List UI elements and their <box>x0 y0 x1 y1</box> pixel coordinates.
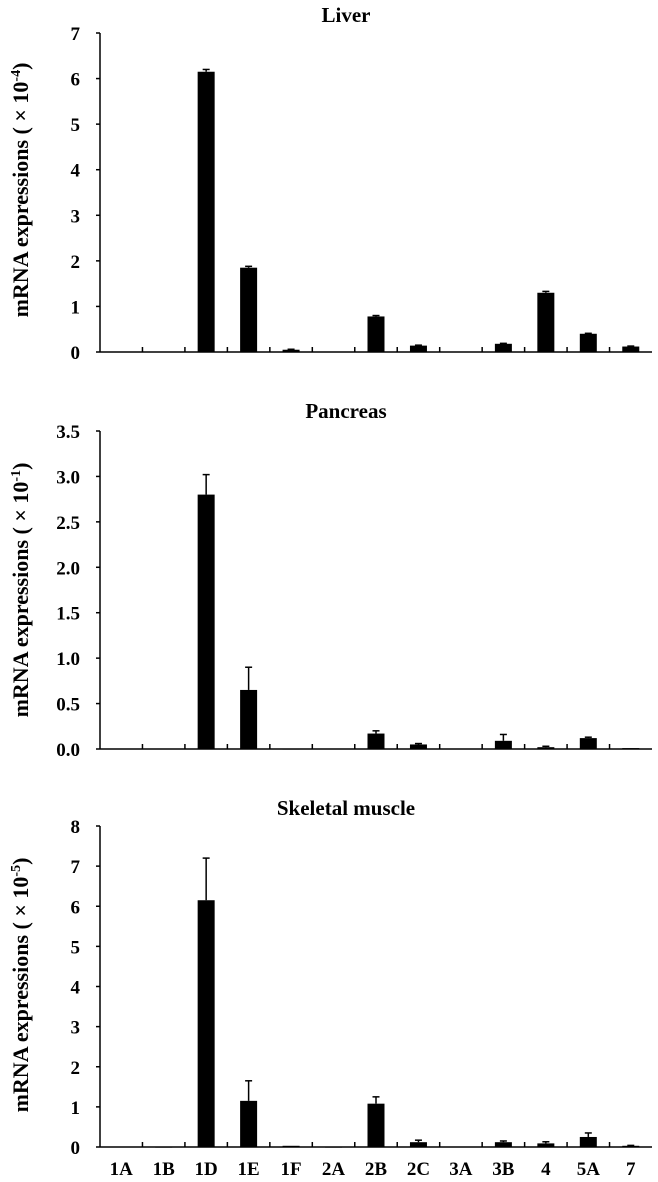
y-axis-label: mRNA expressions ( × 10-1) <box>8 463 33 718</box>
bar-1E <box>240 689 258 749</box>
y-axis-label-suffix: ) <box>8 858 33 865</box>
y-tick-label: 1.0 <box>56 649 80 670</box>
chart-panel-1: Pancreas mRNA expressions ( × 10-1) 0.0 0.5… <box>8 399 652 761</box>
x-tick-label: 5A <box>577 1159 601 1180</box>
y-tick-label: 1 <box>71 1098 81 1119</box>
bar-1E <box>240 267 258 352</box>
chart-title: Skeletal muscle <box>277 796 415 820</box>
x-tick-label: 3A <box>449 1159 473 1180</box>
y-axis-label-exponent: -4 <box>9 70 24 82</box>
bar-1B <box>155 1146 173 1148</box>
x-tick-label: 3B <box>492 1159 515 1180</box>
y-tick-label: 2.0 <box>56 558 80 579</box>
bar-1D <box>197 900 215 1147</box>
y-tick-label: 4 <box>71 978 81 999</box>
bar-1D <box>197 71 215 352</box>
x-tick-label: 1D <box>195 1159 218 1180</box>
bar-4 <box>537 1143 555 1147</box>
y-tick-label: 7 <box>71 24 81 45</box>
y-tick-label: 2 <box>71 252 81 273</box>
y-axis-label-prefix: mRNA expressions ( × 10 <box>8 82 33 318</box>
x-tick-label: 1B <box>153 1159 176 1180</box>
bar-2C <box>409 1142 427 1147</box>
x-tick-label: 2A <box>322 1159 346 1180</box>
bar-1F <box>282 748 300 750</box>
bar-4 <box>537 292 555 352</box>
y-tick-label: 3 <box>71 1018 81 1039</box>
y-tick-label: 1.5 <box>56 604 80 625</box>
y-tick-label: 0.0 <box>56 740 80 761</box>
y-tick-label: 2.5 <box>56 513 80 534</box>
chart-title: Pancreas <box>305 399 386 423</box>
bar-2B <box>367 316 385 352</box>
bar-1F <box>282 1145 300 1147</box>
y-tick-label: 3.5 <box>56 422 80 443</box>
y-tick-label: 3 <box>71 206 81 227</box>
bar-3B <box>494 1142 512 1147</box>
bar-2C <box>409 744 427 749</box>
y-tick-label: 5 <box>71 937 81 958</box>
y-axis-label-suffix: ) <box>8 63 33 70</box>
y-axis-label-prefix: mRNA expressions ( × 10 <box>8 877 33 1113</box>
y-tick-label: 0.5 <box>56 695 80 716</box>
y-tick-label: 6 <box>71 70 81 91</box>
y-axis-label: mRNA expressions ( × 10-5) <box>8 858 33 1113</box>
y-axis-label-exponent: -1 <box>9 470 24 482</box>
chart-panel-2: Skeletal muscle mRNA expressions ( × 10-5… <box>8 796 652 1180</box>
y-axis-label-exponent: -5 <box>9 865 24 877</box>
y-tick-label: 1 <box>71 297 81 318</box>
y-tick-label: 7 <box>71 857 81 878</box>
x-tick-label: 7 <box>626 1159 636 1180</box>
y-tick-label: 2 <box>71 1058 81 1079</box>
x-tick-label: 1A <box>110 1159 134 1180</box>
bar-5A <box>579 333 597 352</box>
bar-7 <box>622 1145 640 1147</box>
bar-2A <box>325 1146 343 1148</box>
bar-7 <box>622 346 640 352</box>
y-tick-label: 0 <box>71 1138 81 1159</box>
bar-1D <box>197 494 215 749</box>
y-tick-label: 8 <box>71 817 81 838</box>
bar-2B <box>367 1103 385 1147</box>
y-tick-label: 4 <box>71 161 81 182</box>
y-axis-label: mRNA expressions ( × 10-4) <box>8 63 33 318</box>
x-tick-label: 2B <box>365 1159 388 1180</box>
y-axis-label-prefix: mRNA expressions ( × 10 <box>8 482 33 718</box>
y-tick-label: 3.0 <box>56 467 80 488</box>
x-tick-label: 1E <box>238 1159 260 1180</box>
bar-3B <box>494 740 512 749</box>
bar-5A <box>579 738 597 749</box>
bar-3B <box>494 343 512 352</box>
chart-title: Liver <box>322 3 371 27</box>
x-tick-label: 4 <box>541 1159 551 1180</box>
bar-1F <box>282 349 300 352</box>
bar-7 <box>622 748 640 750</box>
x-tick-label: 1F <box>281 1159 302 1180</box>
bar-2C <box>409 345 427 352</box>
bar-2B <box>367 733 385 749</box>
chart-panel-0: Liver mRNA expressions ( × 10-4) 0 1 2 3 4 5 6 7 <box>8 3 652 364</box>
x-tick-label: 2C <box>407 1159 430 1180</box>
y-tick-label: 6 <box>71 897 81 918</box>
y-tick-label: 0 <box>71 343 81 364</box>
bar-5A <box>579 1136 597 1147</box>
bar-4 <box>537 747 555 749</box>
y-axis-label-suffix: ) <box>8 463 33 470</box>
y-tick-label: 5 <box>71 115 81 136</box>
bar-1E <box>240 1100 258 1147</box>
